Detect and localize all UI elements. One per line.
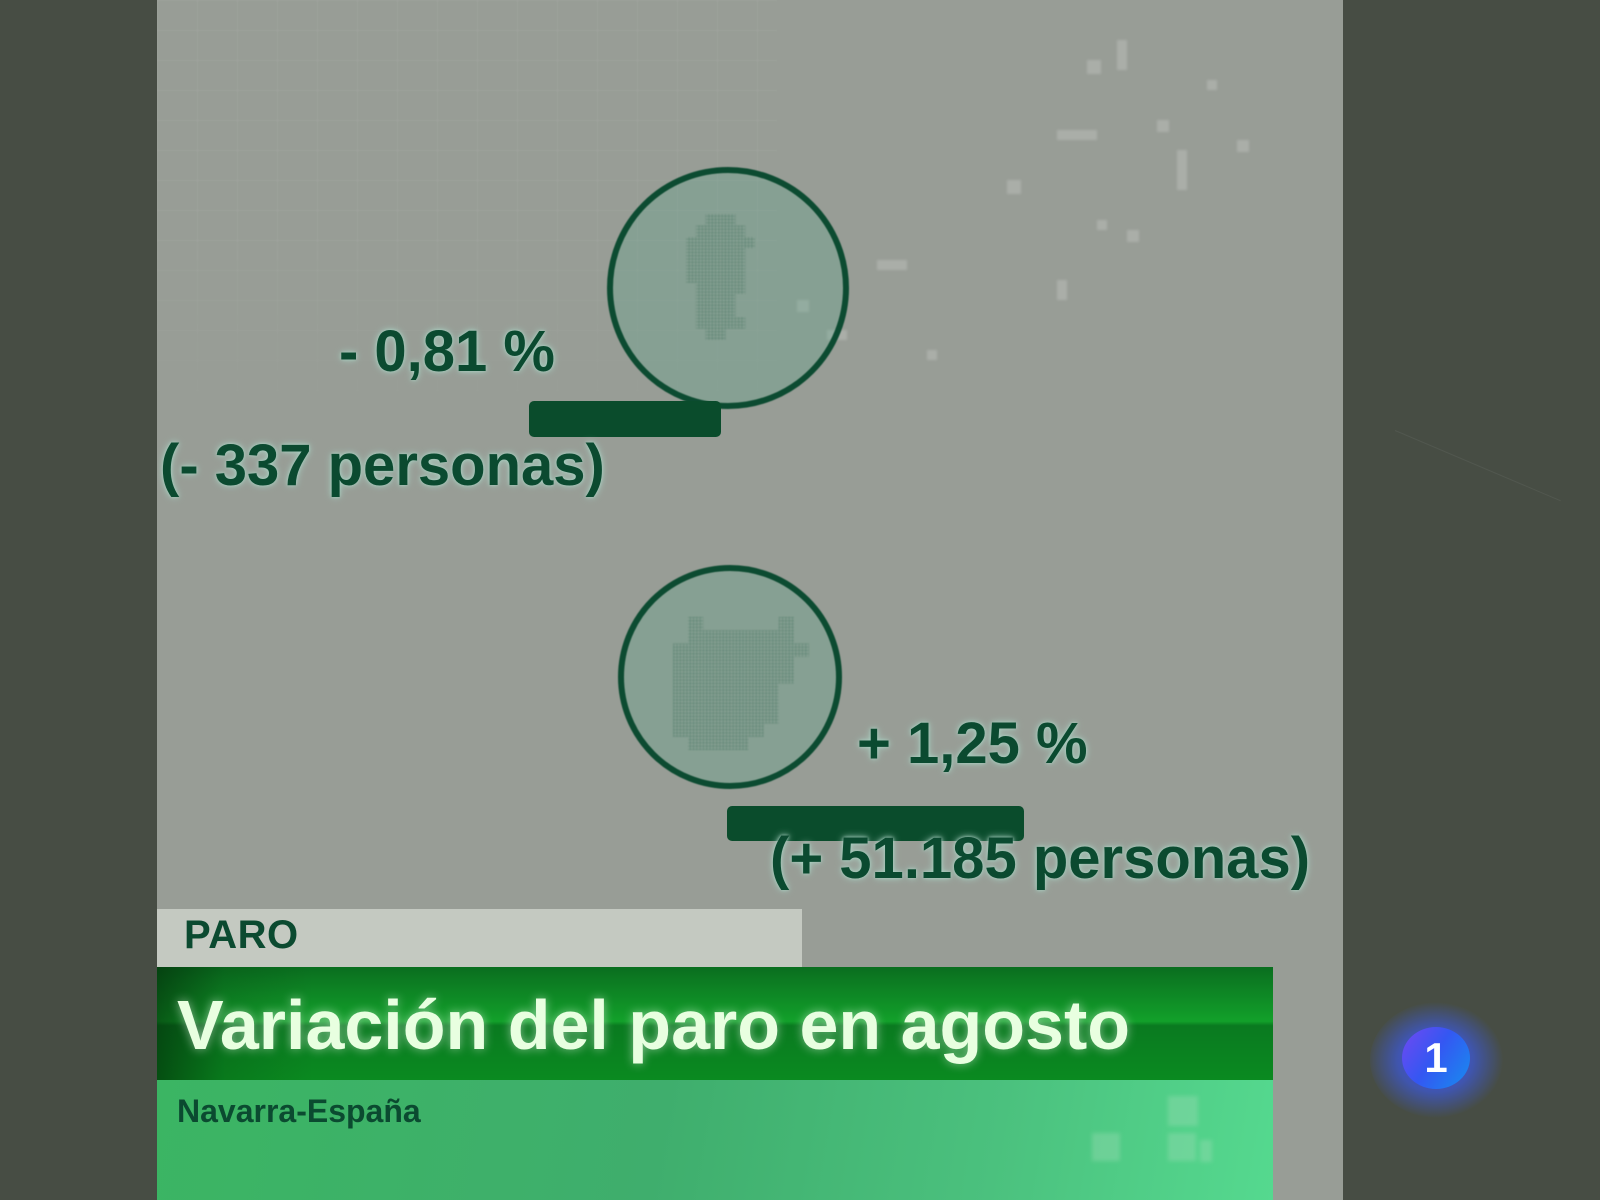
svg-text:1: 1	[1424, 1034, 1447, 1081]
